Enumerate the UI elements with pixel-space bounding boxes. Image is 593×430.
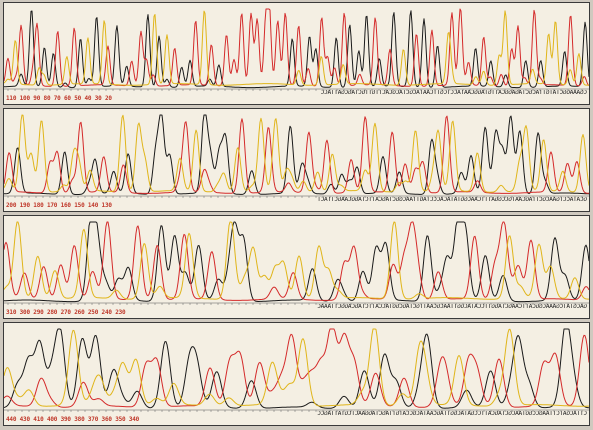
trace-line <box>4 114 589 195</box>
trace-plot-1 <box>4 8 589 91</box>
trace-plot-4 <box>4 328 589 412</box>
trace-line <box>4 221 589 301</box>
chromatogram-panel-4: CTTACGATCTTAAGCCGGTAACGCTAGCATTCCGATACGG… <box>3 322 590 426</box>
trace-line <box>4 328 589 409</box>
trace-line <box>4 10 589 86</box>
base-labels-3: GACGTATCGAAACGGCATTCAAGCTAGGTTCCATACGGTT… <box>6 304 587 317</box>
position-row-3: 310 300 290 280 270 260 250 240 230 <box>6 309 126 316</box>
chromatogram-panel-2: GCATACCTGAACGCTTAGCAATGCCGGATTTCAACGGTAT… <box>3 108 590 212</box>
sequence-row-4: CTTACGATCTTAAGCCGGTAACGCTAGCATTCCGATACGG… <box>317 411 587 417</box>
position-row-4: 440 430 410 400 390 380 370 360 350 340 <box>6 416 140 423</box>
position-row-2: 200 190 180 170 160 150 140 130 <box>6 202 112 209</box>
chromatogram-panel-1: CGAAAGGCTATGTTACGCTAGAGGCATTGTAGGCAATACC… <box>3 2 590 105</box>
trace-line <box>4 8 589 87</box>
trace-line <box>4 114 589 193</box>
trace-line <box>4 221 589 303</box>
trace-plot-2 <box>4 114 589 198</box>
sequence-row-1: CGAAAGGCTATGTTACGCTAGAGGCATTGTAGGCAATACC… <box>320 90 587 96</box>
trace-line <box>4 10 589 89</box>
chromatogram-panel-3: GACGTATCGAAACGGCATTCAAGCTAGGTTCCATACGGTT… <box>3 215 590 319</box>
trace-line <box>4 328 589 408</box>
sequence-row-3: GACGTATCGAAACGGCATTCAAGCTAGGTTCCATACGGTT… <box>317 304 587 310</box>
sequence-row-2: GCATACCTGAACGCTTAGCAATGCCGGATTTCAACGGTAT… <box>317 197 587 203</box>
base-labels-2: GCATACCTGAACGCTTAGCAATGCCGGATTTCAACGGTAT… <box>6 197 587 210</box>
trace-plot-3 <box>4 221 589 305</box>
position-row-1: 110 100 90 80 70 60 50 40 30 20 <box>6 95 112 102</box>
base-labels-1: CGAAAGGCTATGTTACGCTAGAGGCATTGTAGGCAATACC… <box>6 90 587 103</box>
base-labels-4: CTTACGATCTTAAGCCGGTAACGCTAGCATTCCGATACGG… <box>6 411 587 424</box>
trace-line <box>4 115 589 194</box>
trace-line <box>4 221 589 300</box>
trace-line <box>4 328 589 407</box>
